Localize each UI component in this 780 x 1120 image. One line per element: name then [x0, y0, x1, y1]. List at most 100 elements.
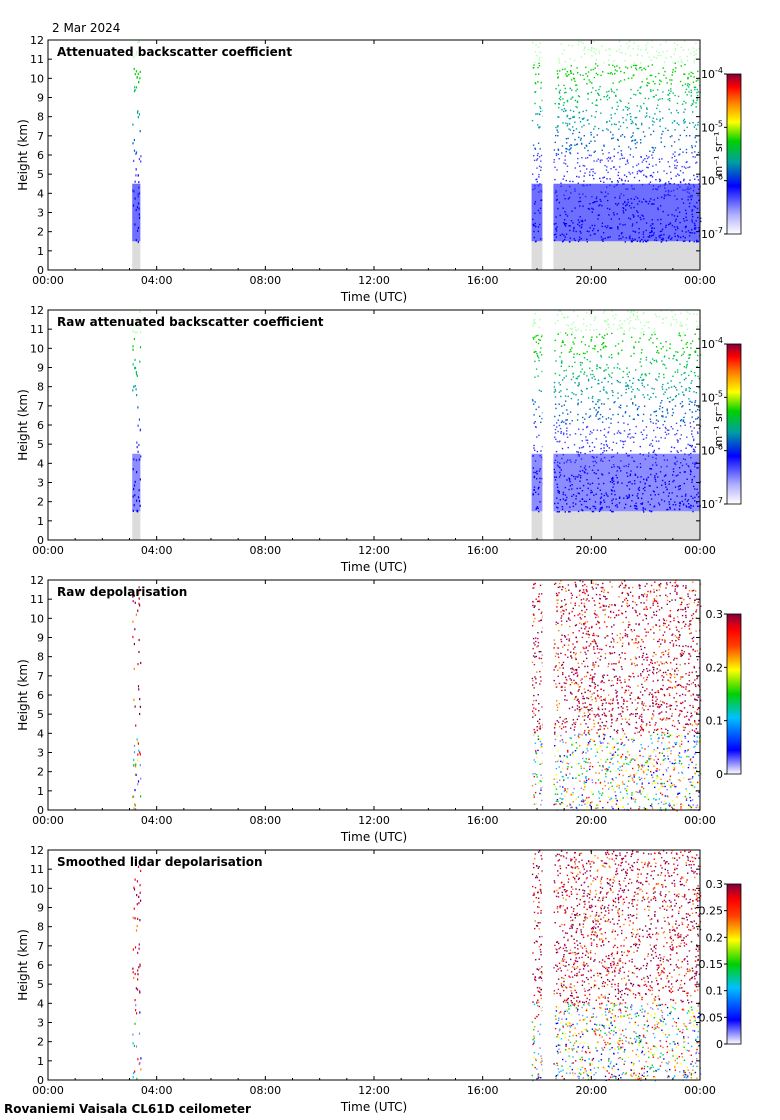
y-tick-label: 8	[37, 111, 44, 124]
y-tick-label: 6	[37, 149, 44, 162]
x-tick-label: 00:00	[684, 814, 716, 827]
y-tick-label: 6	[37, 959, 44, 972]
colorbar-tick-label: 0.2	[706, 661, 724, 674]
y-tick-label: 8	[37, 381, 44, 394]
y-tick-label: 10	[30, 612, 44, 625]
colorbar-tick-label: 0.3	[706, 608, 724, 621]
y-tick-label: 2	[37, 766, 44, 779]
y-tick-label: 9	[37, 632, 44, 645]
y-tick-label: 12	[30, 574, 44, 587]
y-tick-label: 2	[37, 496, 44, 509]
y-tick-label: 7	[37, 670, 44, 683]
y-tick-label: 11	[30, 593, 44, 606]
x-tick-label: 08:00	[249, 274, 281, 287]
x-axis-label: Time (UTC)	[340, 830, 407, 844]
colorbar-tick-label: 10-4	[701, 336, 723, 351]
heatmap-pixels	[132, 310, 702, 540]
y-axis-label: Height (km)	[16, 389, 30, 460]
panel-title: Raw attenuated backscatter coefficient	[57, 315, 324, 329]
x-tick-label: 08:00	[249, 814, 281, 827]
heatmap-pixels	[132, 580, 702, 812]
y-tick-label: 2	[37, 1036, 44, 1049]
x-tick-label: 04:00	[141, 1084, 173, 1097]
y-tick-label: 11	[30, 53, 44, 66]
y-tick-label: 11	[30, 863, 44, 876]
y-tick-label: 3	[37, 1017, 44, 1030]
colorbar-tick-label: 0.15	[699, 958, 724, 971]
x-tick-label: 12:00	[358, 814, 390, 827]
x-tick-label: 00:00	[684, 274, 716, 287]
y-tick-label: 6	[37, 689, 44, 702]
colorbar-tick-label: 10-5	[701, 119, 723, 134]
y-tick-label: 1	[37, 245, 44, 258]
x-tick-label: 12:00	[358, 544, 390, 557]
x-tick-label: 12:00	[358, 274, 390, 287]
x-tick-label: 20:00	[575, 274, 607, 287]
y-tick-label: 9	[37, 92, 44, 105]
colorbar	[726, 73, 742, 235]
data-gap	[542, 850, 554, 1080]
x-tick-label: 04:00	[141, 274, 173, 287]
colorbar	[726, 613, 742, 775]
colorbar	[726, 343, 742, 505]
y-tick-label: 1	[37, 515, 44, 528]
y-tick-label: 5	[37, 168, 44, 181]
heatmap-pixels	[132, 40, 702, 270]
x-tick-label: 00:00	[32, 544, 64, 557]
data-gap	[542, 310, 554, 540]
colorbar-tick-label: 10-7	[701, 226, 723, 241]
date-label: 2 Mar 2024	[52, 21, 120, 35]
colorbar-tick-label: 0.2	[706, 931, 724, 944]
panel-title: Raw depolarisation	[57, 585, 187, 599]
colorbar-unit-label: m⁻¹ sr⁻¹	[712, 132, 725, 177]
x-tick-label: 12:00	[358, 1084, 390, 1097]
y-tick-label: 12	[30, 34, 44, 47]
y-axis-label: Height (km)	[16, 119, 30, 190]
y-tick-label: 10	[30, 882, 44, 895]
y-tick-label: 3	[37, 207, 44, 220]
y-tick-label: 4	[37, 727, 44, 740]
x-tick-label: 04:00	[141, 544, 173, 557]
x-tick-label: 08:00	[249, 1084, 281, 1097]
y-tick-label: 12	[30, 844, 44, 857]
x-tick-label: 00:00	[684, 544, 716, 557]
colorbar-tick-label: 0.1	[706, 715, 724, 728]
colorbar-unit-label: m⁻¹ sr⁻¹	[712, 402, 725, 447]
y-tick-label: 8	[37, 921, 44, 934]
y-tick-label: 5	[37, 978, 44, 991]
panel-title: Smoothed lidar depolarisation	[57, 855, 263, 869]
x-axis-label: Time (UTC)	[340, 560, 407, 574]
plot-area	[48, 580, 700, 810]
colorbar-tick-label: 10-7	[701, 496, 723, 511]
y-tick-label: 9	[37, 902, 44, 915]
x-tick-label: 08:00	[249, 544, 281, 557]
y-tick-label: 7	[37, 940, 44, 953]
y-tick-label: 5	[37, 708, 44, 721]
colorbar-tick-label: 10-5	[701, 389, 723, 404]
colorbar-tick-label: 10-6	[701, 173, 723, 188]
y-tick-label: 3	[37, 747, 44, 760]
y-tick-label: 0	[37, 264, 44, 277]
x-tick-label: 00:00	[32, 814, 64, 827]
x-tick-label: 00:00	[684, 1084, 716, 1097]
x-tick-label: 16:00	[467, 544, 499, 557]
colorbar-tick-label: 0	[716, 768, 723, 781]
y-tick-label: 9	[37, 362, 44, 375]
colorbar-tick-label: 0.05	[699, 1011, 724, 1024]
y-tick-label: 4	[37, 997, 44, 1010]
x-tick-label: 16:00	[467, 814, 499, 827]
x-tick-label: 00:00	[32, 1084, 64, 1097]
y-tick-label: 2	[37, 226, 44, 239]
y-tick-label: 5	[37, 438, 44, 451]
heatmap-pixels	[132, 850, 702, 1082]
y-tick-label: 7	[37, 400, 44, 413]
y-axis-label: Height (km)	[16, 929, 30, 1000]
data-gap	[542, 580, 554, 810]
x-axis-label: Time (UTC)	[340, 1100, 407, 1114]
y-tick-label: 3	[37, 477, 44, 490]
y-axis-label: Height (km)	[16, 659, 30, 730]
y-tick-label: 1	[37, 1055, 44, 1068]
